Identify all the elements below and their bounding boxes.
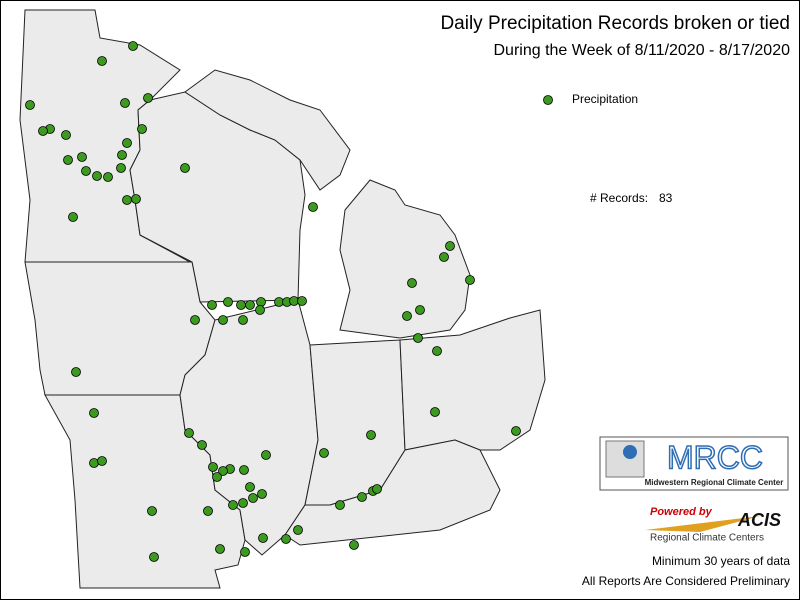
record-dot (38, 126, 48, 136)
state-michigan-upper (184, 69, 351, 191)
record-dot (116, 163, 126, 173)
record-dot (439, 252, 449, 262)
record-dot (258, 533, 268, 543)
logo-drop (623, 445, 637, 459)
record-dot (281, 534, 291, 544)
record-dot (357, 492, 367, 502)
state-michigan-lower (339, 179, 471, 339)
record-dot (25, 100, 35, 110)
record-dot (184, 428, 194, 438)
record-dot (68, 212, 78, 222)
record-dot (77, 152, 87, 162)
acis-logo: Powered by ACIS Regional Climate Centers (645, 506, 781, 544)
record-dot (212, 472, 222, 482)
record-dot (61, 130, 71, 140)
record-dot (255, 305, 265, 315)
acis-swoosh (645, 516, 760, 532)
legend-marker (543, 95, 553, 105)
record-dot (239, 465, 249, 475)
states (19, 9, 546, 589)
record-dot (335, 500, 345, 510)
record-dot (238, 498, 248, 508)
note: All Reports Are Considered Preliminary (582, 574, 790, 588)
record-dot (97, 56, 107, 66)
acis-powered: Powered by (650, 506, 713, 518)
record-dot (245, 482, 255, 492)
record-dot (465, 275, 475, 285)
record-dot (236, 300, 246, 310)
record-dot (415, 305, 425, 315)
records-label: # Records: (590, 191, 648, 205)
record-dot (349, 540, 359, 550)
record-dot (207, 300, 217, 310)
logo-map (605, 440, 645, 478)
record-dot (122, 138, 132, 148)
record-dot (223, 297, 233, 307)
logo-full-name: Midwestern Regional Climate Center (645, 478, 784, 487)
record-dot (228, 500, 238, 510)
record-dot (92, 171, 102, 181)
record-dot (215, 544, 225, 554)
record-dot (308, 202, 318, 212)
record-dot (143, 93, 153, 103)
record-dot (63, 155, 73, 165)
note: Minimum 30 years of data (652, 554, 790, 568)
record-dot (413, 333, 423, 343)
record-dot (407, 278, 417, 288)
record-dot (120, 98, 130, 108)
record-dot (297, 296, 307, 306)
logo-name: MRCC (667, 439, 763, 475)
record-dot (240, 547, 250, 557)
record-dot (319, 448, 329, 458)
record-dot (293, 525, 303, 535)
record-dot (71, 367, 81, 377)
record-dot (445, 241, 455, 251)
record-dot (261, 450, 271, 460)
record-dot (103, 172, 113, 182)
record-dot (149, 552, 159, 562)
record-dot (218, 315, 228, 325)
record-dot (372, 484, 382, 494)
record-dot (97, 456, 107, 466)
record-dot (197, 440, 207, 450)
acis-sub: Regional Climate Centers (650, 533, 764, 544)
legend-label: Precipitation (572, 92, 638, 106)
record-dot (131, 194, 141, 204)
record-dot (208, 462, 218, 472)
record-dot (257, 489, 267, 499)
record-dot (89, 458, 99, 468)
record-dot (430, 407, 440, 417)
record-dot (203, 506, 213, 516)
record-dot (248, 493, 258, 503)
record-dot (432, 346, 442, 356)
record-dot (122, 195, 132, 205)
record-dot (245, 300, 255, 310)
record-dot (147, 506, 157, 516)
record-dot (238, 315, 248, 325)
record-dot (366, 430, 376, 440)
record-dots (25, 41, 521, 562)
record-dot (402, 311, 412, 321)
record-dot (511, 426, 521, 436)
acis-name: ACIS (737, 510, 781, 530)
subtitle: During the Week of 8/11/2020 - 8/17/2020 (494, 42, 791, 59)
record-dot (256, 297, 266, 307)
mrcc-logo: MRCC Midwestern Regional Climate Center (599, 436, 789, 491)
title: Daily Precipitation Records broken or ti… (440, 13, 790, 34)
record-dot (117, 150, 127, 160)
record-dot (137, 124, 147, 134)
record-dot (218, 466, 228, 476)
record-dot (128, 41, 138, 51)
record-dot (81, 166, 91, 176)
record-dot (89, 408, 99, 418)
record-dot (180, 163, 190, 173)
record-dot (190, 315, 200, 325)
records-count: 83 (659, 191, 673, 205)
